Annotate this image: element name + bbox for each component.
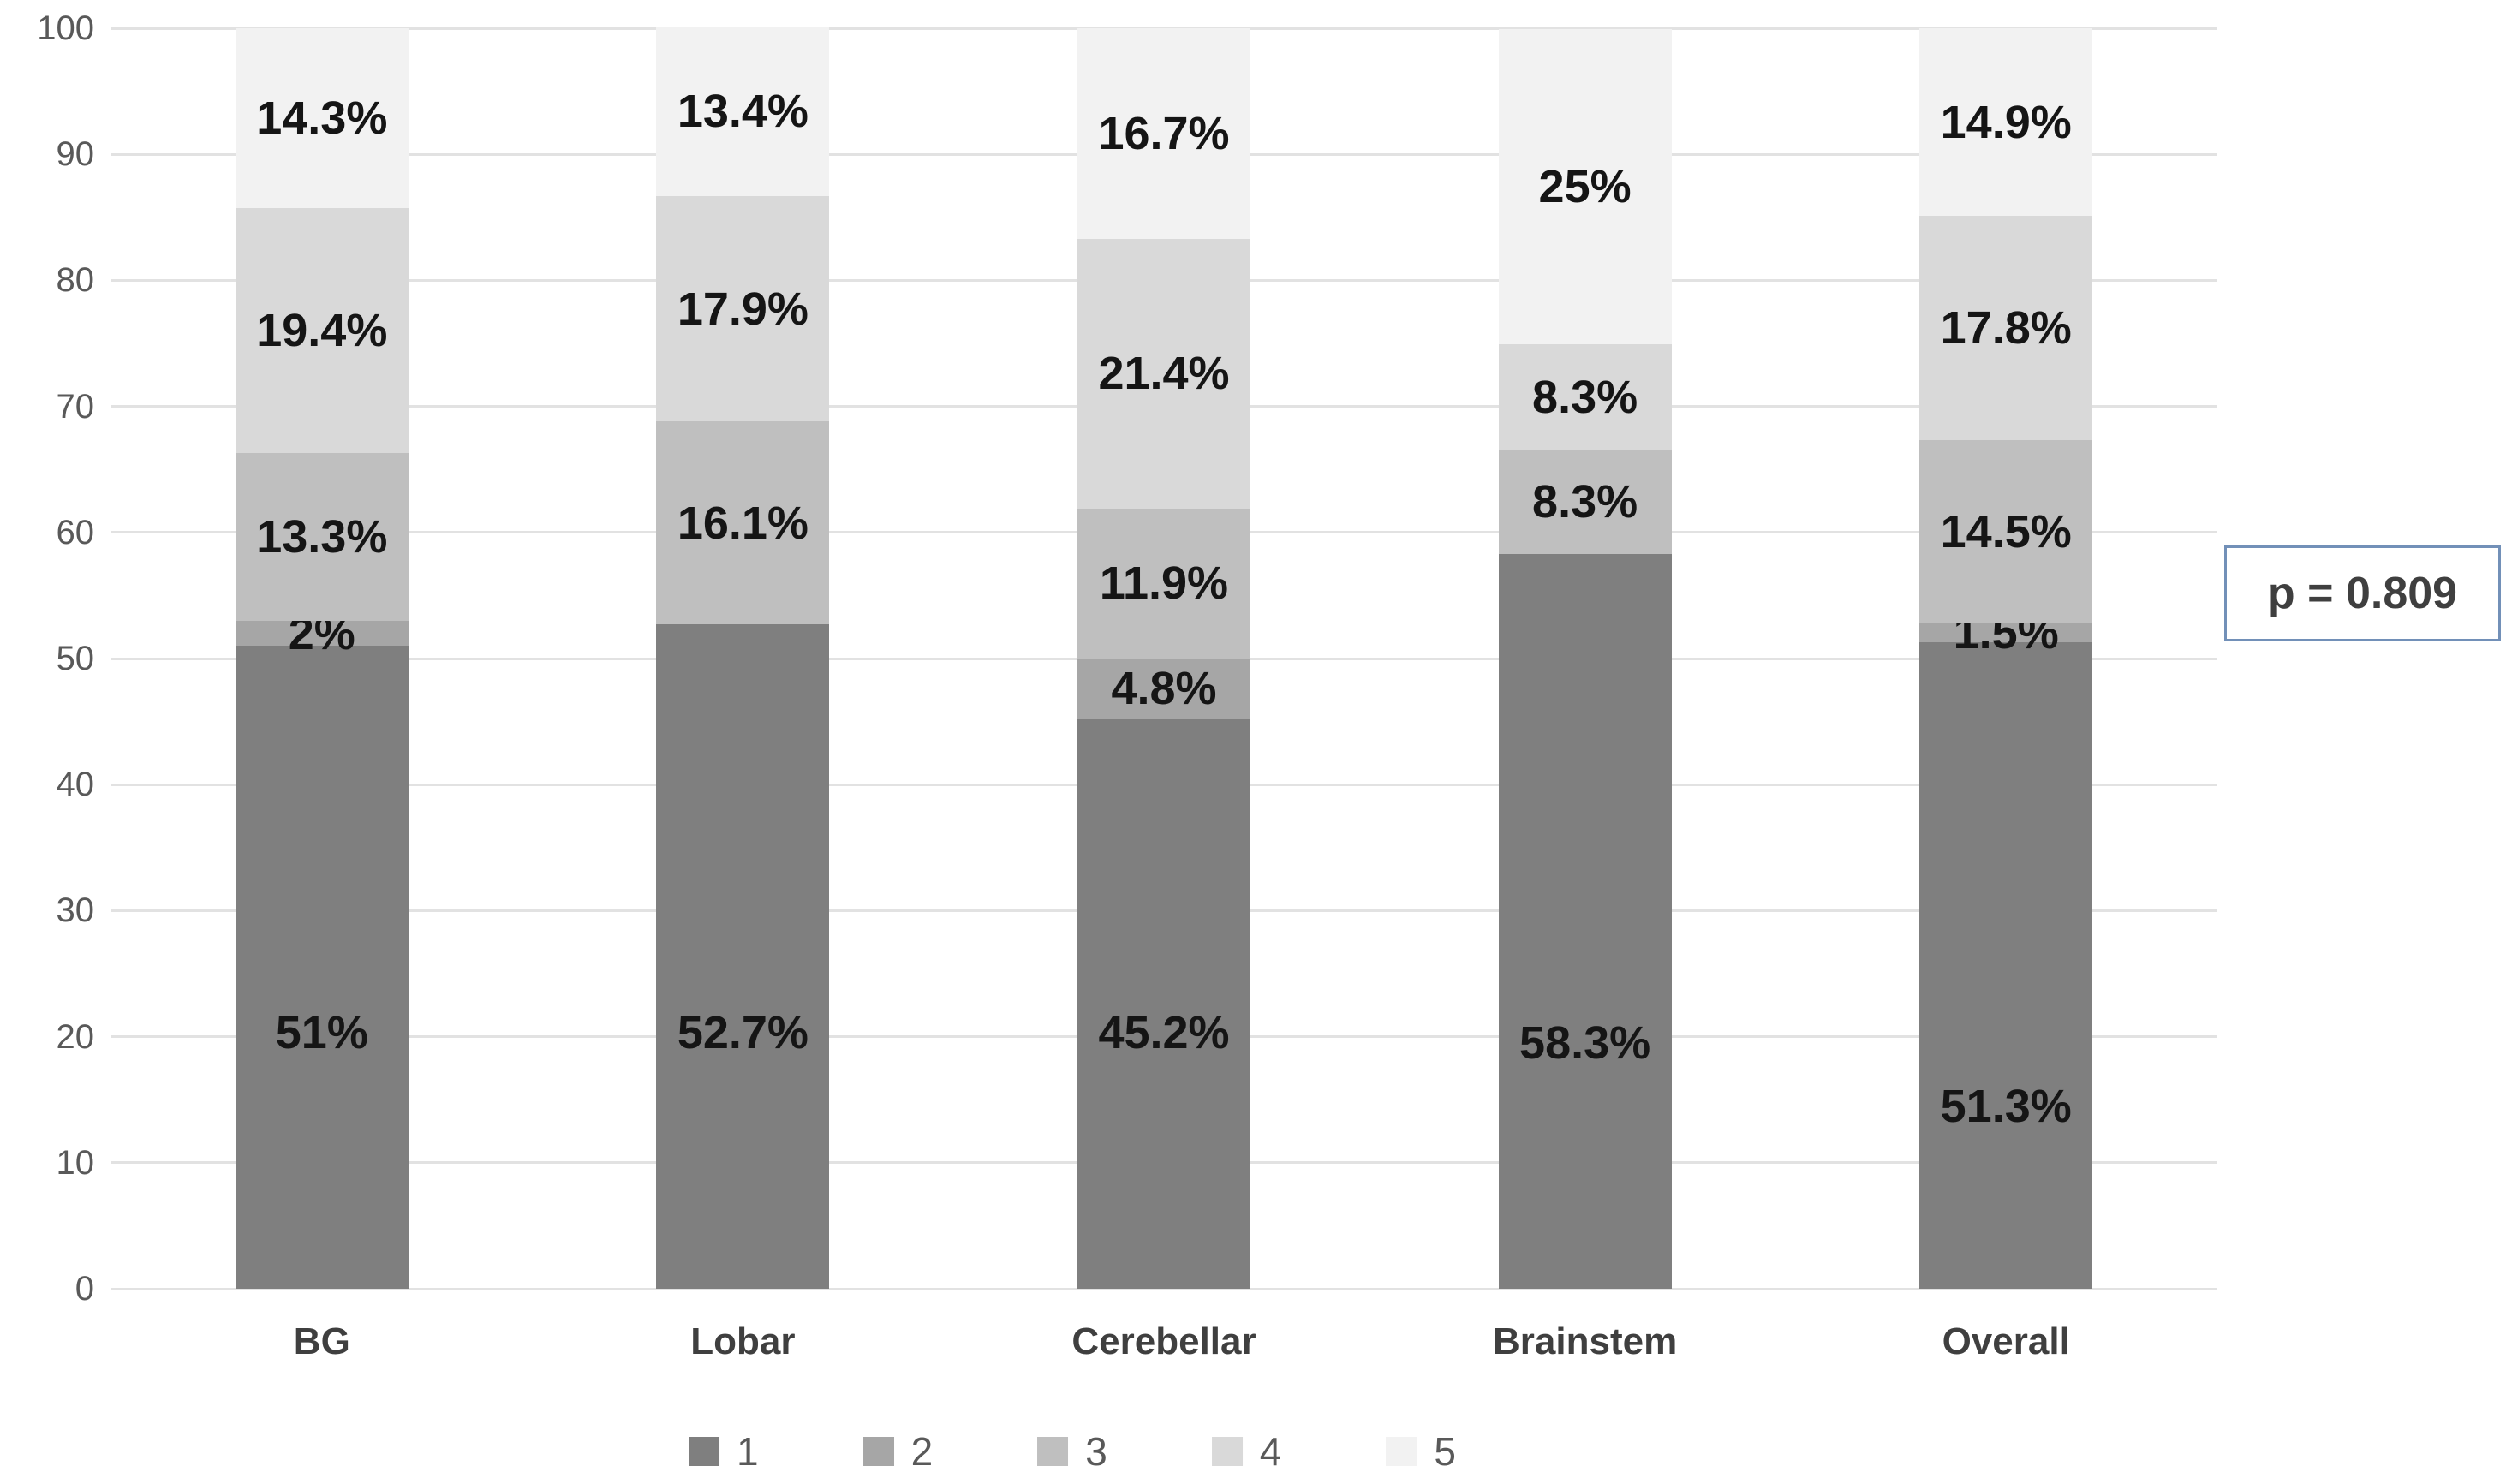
legend-item-label: 3 (1085, 1429, 1107, 1474)
x-axis-label: Cerebellar (1071, 1320, 1256, 1362)
y-axis-tick-label: 10 (56, 1143, 95, 1182)
bar-segment-2 (1919, 623, 2093, 642)
y-axis-tick-label: 70 (56, 387, 95, 426)
bar-segment-1 (235, 646, 409, 1289)
p-value-box: p = 0.809 (2224, 545, 2501, 641)
bar-segment-2 (235, 620, 409, 647)
data-label: 14.3% (256, 92, 388, 145)
data-label: 45.2% (1098, 1007, 1230, 1059)
data-label: 11.9% (1099, 557, 1229, 610)
bar-segment-5 (656, 27, 830, 196)
x-axis-label: Lobar (690, 1320, 796, 1362)
data-label: 14.9% (1940, 96, 2072, 148)
y-axis-tick-label: 20 (56, 1017, 95, 1056)
legend-item: 1 (689, 1432, 759, 1471)
data-label: 16.1% (677, 497, 808, 549)
data-label: 8.3% (1532, 371, 1638, 423)
bar-segment-4 (656, 195, 830, 422)
legend-item: 4 (1211, 1429, 1282, 1474)
bar-segment-4 (235, 208, 409, 454)
legend: 1 2 3 4 5 (689, 1432, 1456, 1471)
legend-item: 2 (862, 1429, 934, 1474)
legend-item-label: 5 (1434, 1429, 1456, 1474)
legend-item: 3 (1037, 1432, 1107, 1471)
data-label: 19.4% (256, 305, 388, 357)
bar-segment-3 (235, 453, 409, 621)
data-label: 13.3% (256, 510, 388, 563)
bar-segment-3 (656, 421, 830, 625)
x-axis-label: BG (293, 1320, 350, 1362)
legend-swatch (1386, 1437, 1417, 1466)
y-axis-tick-label: 40 (56, 766, 95, 804)
bar-segment-2 (1077, 659, 1250, 719)
bar-segment-3 (1498, 449, 1672, 554)
legend-swatch (862, 1437, 894, 1466)
legend-item-label: 2 (910, 1429, 934, 1474)
legend-item-label: 1 (737, 1429, 759, 1474)
bar-segment-5 (1498, 29, 1672, 345)
y-axis-tick-label: 80 (56, 261, 95, 300)
x-axis-label: Brainstem (1493, 1320, 1678, 1362)
legend-item-label: 4 (1259, 1429, 1282, 1474)
data-label: 16.7% (1098, 107, 1230, 159)
x-axis-label: Overall (1942, 1320, 2070, 1362)
data-label: 17.9% (677, 283, 808, 335)
legend-item: 5 (1386, 1432, 1456, 1471)
legend-swatch (689, 1437, 720, 1466)
bar-segment-1 (656, 624, 830, 1289)
bar-segment-4 (1919, 216, 2093, 441)
bar-segment-5 (235, 28, 409, 209)
gridline (111, 1287, 2217, 1290)
data-label: 17.8% (1940, 302, 2072, 355)
bar-segment-5 (1919, 28, 2093, 217)
bar-segment-3 (1077, 508, 1250, 659)
data-label: 51% (275, 1007, 368, 1059)
y-axis-tick-label: 100 (37, 9, 94, 47)
bar-segment-3 (1919, 440, 2093, 623)
data-label: 4.8% (1111, 663, 1217, 715)
data-label: 13.4% (677, 86, 808, 138)
data-label: 25% (1538, 161, 1632, 213)
y-axis-tick-label: 0 (75, 1270, 94, 1308)
y-axis-tick-label: 60 (56, 513, 95, 551)
y-axis-tick-label: 30 (56, 891, 95, 930)
data-label: 14.5% (1940, 506, 2072, 558)
y-axis-tick-label: 50 (56, 640, 95, 677)
data-label: 58.3% (1519, 1016, 1651, 1069)
bar-segment-1 (1077, 718, 1250, 1289)
bar-segment-1 (1498, 553, 1672, 1289)
bar-segment-1 (1919, 641, 2093, 1289)
data-label: 52.7% (677, 1007, 808, 1059)
y-axis-tick-label: 90 (56, 135, 95, 174)
p-value-text: p = 0.809 (2267, 569, 2458, 618)
data-label: 21.4% (1098, 348, 1230, 400)
legend-swatch (1037, 1437, 1069, 1466)
data-label: 8.3% (1532, 475, 1638, 527)
bar-segment-4 (1077, 238, 1250, 509)
bar-segment-5 (1077, 28, 1250, 239)
data-label: 51.3% (1940, 1080, 2072, 1132)
legend-swatch (1211, 1437, 1243, 1466)
bar-segment-4 (1498, 344, 1672, 450)
